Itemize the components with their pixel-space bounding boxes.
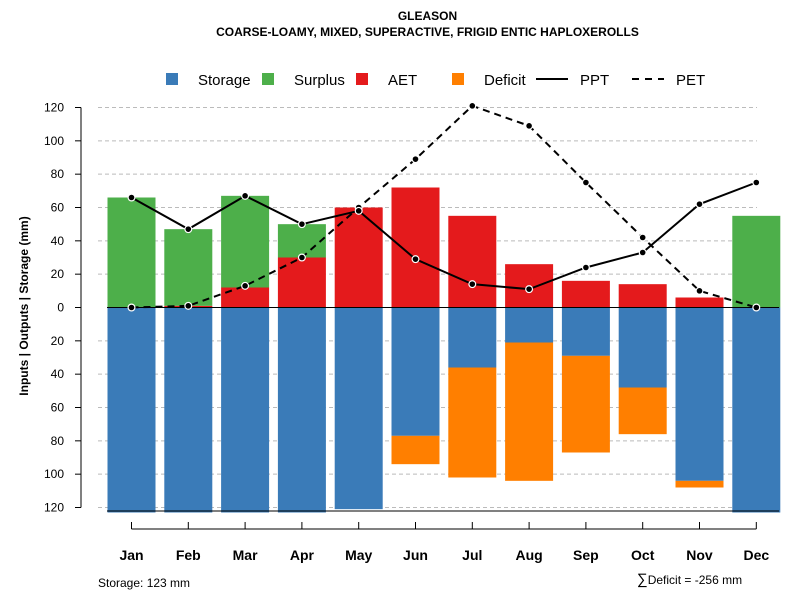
deficit-bar bbox=[561, 355, 610, 453]
legend-label-aet: AET bbox=[388, 72, 417, 89]
deficit-bar bbox=[505, 342, 554, 481]
ppt-point bbox=[127, 193, 136, 202]
pet-point bbox=[638, 233, 647, 242]
pet-point bbox=[752, 303, 761, 312]
x-tick-label: Apr bbox=[290, 547, 315, 563]
ppt-point bbox=[752, 178, 761, 187]
legend-label-deficit: Deficit bbox=[484, 72, 527, 89]
ppt-point bbox=[468, 280, 477, 289]
y-tick-label: 80 bbox=[51, 434, 65, 448]
sum-icon: ∑ bbox=[637, 571, 648, 588]
y-tick-label: 20 bbox=[51, 334, 65, 348]
surplus-bar bbox=[107, 197, 156, 308]
ppt-point bbox=[581, 263, 590, 272]
ppt-line bbox=[131, 181, 757, 291]
y-tick-label: 20 bbox=[51, 267, 65, 281]
pet-point bbox=[695, 286, 704, 295]
ppt-point bbox=[184, 225, 193, 234]
storage-bar bbox=[675, 307, 724, 481]
x-tick-label: Feb bbox=[176, 547, 201, 563]
pet-point bbox=[127, 303, 136, 312]
pet-point bbox=[525, 121, 534, 130]
storage-bar bbox=[107, 307, 156, 513]
deficit-bar bbox=[675, 480, 724, 488]
surplus-bar bbox=[164, 229, 213, 306]
y-tick-label: 40 bbox=[51, 367, 65, 381]
pet-point bbox=[184, 301, 193, 310]
legend-label-pet: PET bbox=[676, 72, 705, 89]
x-tick-label: Nov bbox=[686, 547, 713, 563]
x-tick-label: Jul bbox=[462, 547, 482, 563]
x-tick-label: Oct bbox=[631, 547, 655, 563]
storage-bar bbox=[448, 307, 497, 368]
legend-swatch-storage bbox=[166, 73, 178, 85]
aet-bar bbox=[675, 297, 724, 308]
aet-bar bbox=[391, 187, 440, 308]
y-tick-label: 100 bbox=[44, 134, 64, 148]
storage-bar bbox=[732, 307, 781, 513]
x-tick-label: Jan bbox=[119, 547, 143, 563]
legend-label-surplus: Surplus bbox=[294, 72, 345, 89]
x-tick-label: Dec bbox=[743, 547, 769, 563]
x-tick-label: May bbox=[345, 547, 372, 563]
x-tick-label: Aug bbox=[515, 547, 542, 563]
legend-label-storage: Storage bbox=[198, 72, 251, 89]
deficit-bar bbox=[618, 387, 667, 435]
y-tick-label: 100 bbox=[44, 467, 64, 481]
ppt-point bbox=[354, 206, 363, 215]
pet-line bbox=[131, 104, 757, 309]
ppt-point bbox=[297, 220, 306, 229]
ppt-point bbox=[638, 248, 647, 257]
aet-bar bbox=[618, 284, 667, 308]
ppt-point bbox=[695, 200, 704, 209]
ppt-point bbox=[411, 255, 420, 264]
deficit-bar bbox=[448, 367, 497, 478]
aet-bar bbox=[448, 215, 497, 308]
pet-point bbox=[411, 155, 420, 164]
ppt-point bbox=[241, 191, 250, 200]
ppt-point bbox=[525, 285, 534, 294]
y-tick-label: 80 bbox=[51, 167, 65, 181]
storage-bar bbox=[334, 307, 383, 510]
y-tick-label: 40 bbox=[51, 234, 65, 248]
aet-bar bbox=[561, 280, 610, 308]
pet-point bbox=[297, 253, 306, 262]
y-tick-label: 60 bbox=[51, 201, 65, 215]
storage-bar bbox=[277, 307, 326, 513]
legend-swatch-surplus bbox=[262, 73, 274, 85]
storage-total-note: Storage: 123 mm bbox=[98, 576, 191, 590]
surplus-bar bbox=[732, 215, 781, 308]
y-axis-label: Inputs | Outputs | Storage (mm) bbox=[17, 216, 31, 395]
storage-bar bbox=[561, 307, 610, 356]
y-tick-label: 0 bbox=[57, 301, 64, 315]
surplus-bar bbox=[277, 224, 326, 258]
x-tick-label: Jun bbox=[403, 547, 428, 563]
pet-point bbox=[468, 101, 477, 110]
legend-swatch-aet bbox=[356, 73, 368, 85]
storage-bar bbox=[391, 307, 440, 436]
surplus-bar bbox=[221, 195, 270, 288]
storage-bar bbox=[618, 307, 667, 388]
legend-label-ppt: PPT bbox=[580, 72, 609, 89]
x-tick-label: Mar bbox=[233, 547, 258, 563]
deficit-total-note: ∑Deficit = -256 mm bbox=[637, 571, 742, 588]
deficit-bar bbox=[391, 435, 440, 465]
deficit-total-text: Deficit = -256 mm bbox=[647, 573, 743, 587]
storage-bar bbox=[505, 307, 554, 343]
y-tick-label: 60 bbox=[51, 401, 65, 415]
aet-bar bbox=[221, 287, 270, 308]
chart-title: GLEASON bbox=[397, 9, 458, 23]
storage-bar bbox=[221, 307, 270, 513]
legend-swatch-deficit bbox=[452, 73, 464, 85]
x-tick-label: Sep bbox=[573, 547, 599, 563]
storage-bar bbox=[164, 307, 213, 513]
pet-point bbox=[241, 281, 250, 290]
pet-point bbox=[581, 178, 590, 187]
y-tick-label: 120 bbox=[44, 501, 64, 515]
chart-subtitle: COARSE-LOAMY, MIXED, SUPERACTIVE, FRIGID… bbox=[216, 25, 639, 39]
y-tick-label: 120 bbox=[44, 101, 64, 115]
